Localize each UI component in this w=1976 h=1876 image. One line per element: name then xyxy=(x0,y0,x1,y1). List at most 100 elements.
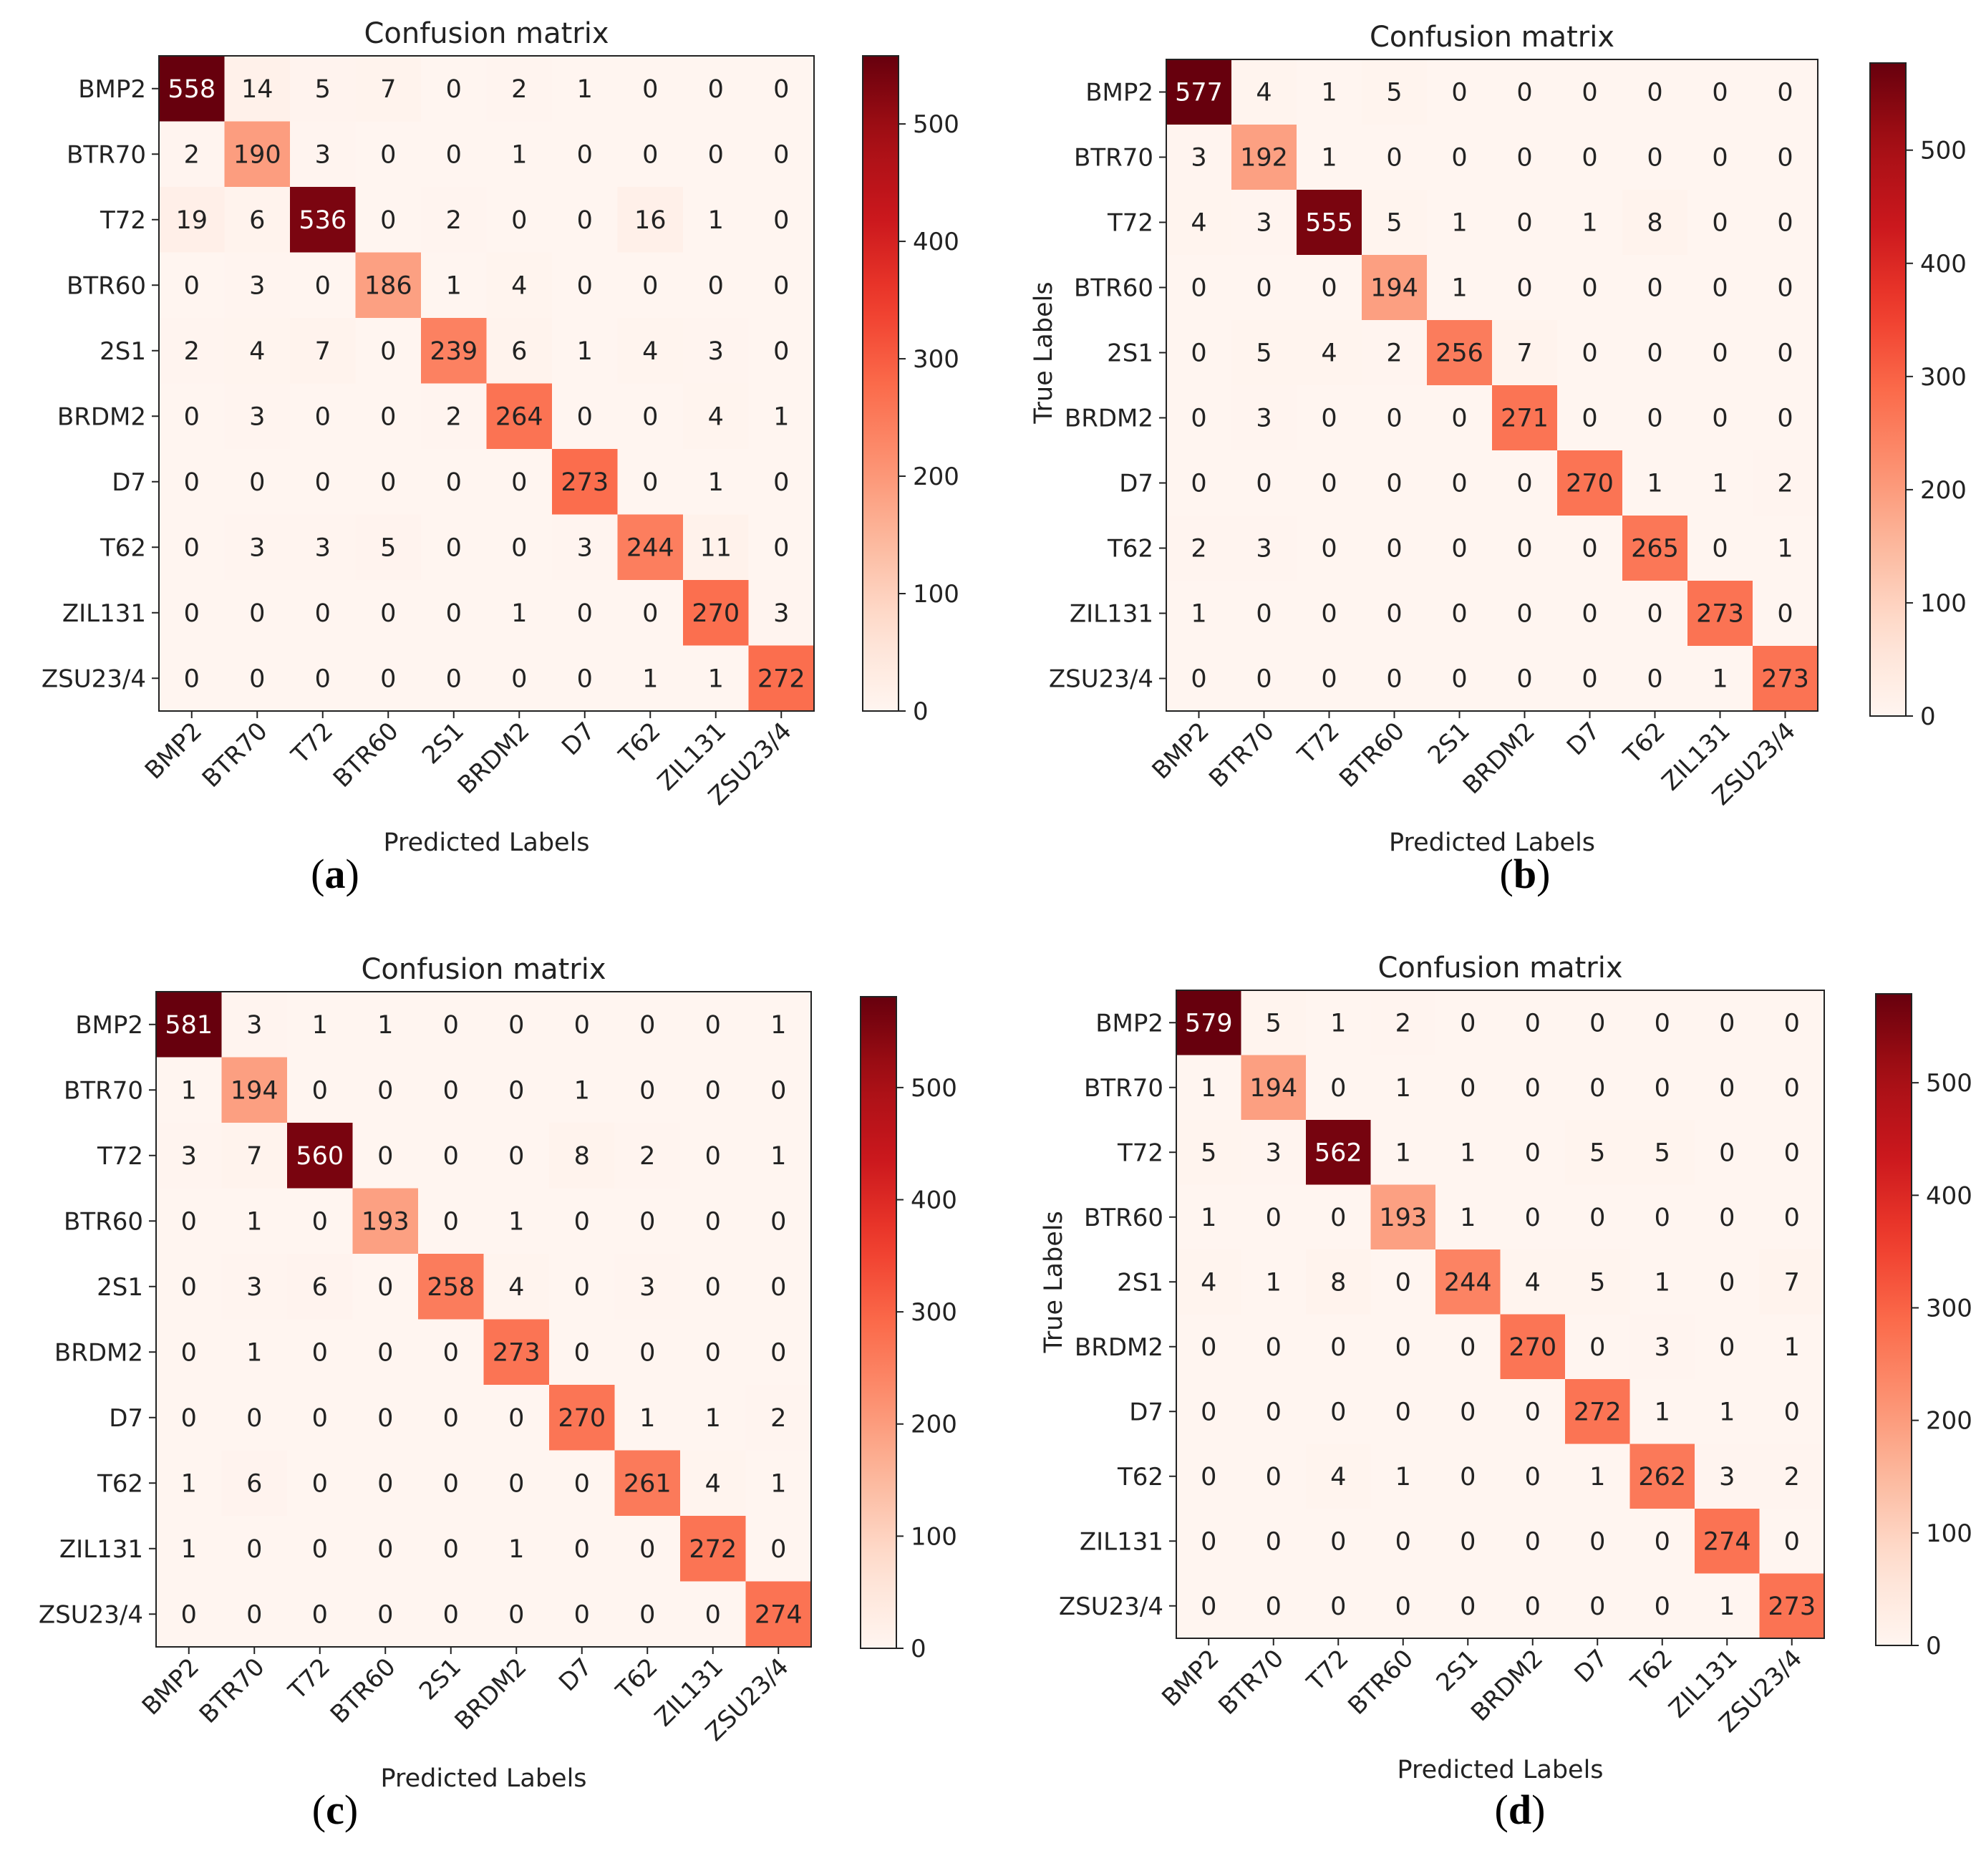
cell-value: 0 xyxy=(1784,1009,1800,1038)
heatmap-cell xyxy=(1231,59,1297,125)
cell-value: 186 xyxy=(364,271,412,300)
heatmap-cell xyxy=(483,1581,550,1648)
heatmap-cell xyxy=(748,187,815,253)
cell-value: 0 xyxy=(1712,79,1728,107)
cell-value: 5 xyxy=(315,75,331,104)
cell-value: 0 xyxy=(1451,405,1467,433)
heatmap-cell xyxy=(1297,385,1362,451)
cell-value: 7 xyxy=(1516,339,1532,368)
x-tick-label: BTR60 xyxy=(1342,1644,1419,1721)
cell-value: 0 xyxy=(574,1273,590,1302)
cell-value: 577 xyxy=(1175,79,1223,107)
heatmap-cell xyxy=(1629,1314,1695,1380)
cell-value: 8 xyxy=(574,1142,590,1171)
heatmap-cell xyxy=(1370,1444,1436,1509)
heatmap-cell xyxy=(1500,1444,1566,1509)
cell-value: 194 xyxy=(1249,1074,1297,1103)
heatmap-cell xyxy=(748,580,815,646)
cell-value: 0 xyxy=(639,1535,655,1564)
heatmap-cell xyxy=(352,1319,419,1386)
heatmap-cell xyxy=(683,318,749,384)
heatmap-cell xyxy=(224,645,291,712)
y-tick-label: 2S1 xyxy=(1117,1268,1163,1297)
heatmap-cell xyxy=(355,383,422,450)
heatmap-cell xyxy=(1231,450,1297,516)
cell-value: 0 xyxy=(1712,535,1728,564)
cell-value: 6 xyxy=(312,1273,328,1302)
cell-value: 0 xyxy=(1460,1074,1476,1103)
heatmap-cell xyxy=(287,1450,353,1517)
heatmap-cell xyxy=(355,514,422,581)
cell-value: 4 xyxy=(642,337,658,366)
x-tick-label: BTR60 xyxy=(325,1653,402,1729)
heatmap-cell xyxy=(614,992,681,1058)
heatmap-cell xyxy=(486,318,553,384)
cell-value: 0 xyxy=(1712,209,1728,238)
cell-value: 0 xyxy=(1395,1268,1411,1297)
heatmap-cell xyxy=(1231,125,1297,190)
cell-value: 1 xyxy=(1777,535,1793,564)
cell-value: 8 xyxy=(1330,1268,1346,1297)
cell-value: 2 xyxy=(1191,535,1206,564)
heatmap-cell xyxy=(1427,516,1493,581)
y-tick-label: BTR60 xyxy=(1084,1204,1163,1232)
cell-value: 0 xyxy=(312,1076,328,1105)
heatmap-cell xyxy=(287,1516,353,1582)
heatmap-cell xyxy=(1500,1120,1566,1185)
x-axis-label: Predicted Labels xyxy=(1389,828,1595,857)
cell-value: 0 xyxy=(249,599,265,628)
cell-value: 1 xyxy=(1712,665,1728,694)
cell-value: 1 xyxy=(1395,1074,1411,1103)
cell-value: 0 xyxy=(1330,1592,1346,1621)
heatmap-cell xyxy=(1362,450,1428,516)
y-tick-label: ZSU23/4 xyxy=(1049,665,1153,694)
heatmap-cell xyxy=(549,1254,615,1320)
cell-value: 0 xyxy=(1525,1074,1541,1103)
y-tick-label: ZSU23/4 xyxy=(42,664,146,693)
cell-value: 270 xyxy=(692,599,740,628)
heatmap-cell xyxy=(224,318,291,384)
cell-value: 536 xyxy=(299,206,347,235)
heatmap-cell xyxy=(421,121,487,188)
heatmap-cell xyxy=(1435,1314,1501,1380)
x-tick-label: BTR70 xyxy=(1203,717,1280,793)
cell-value: 0 xyxy=(1655,1009,1670,1038)
cell-value: 0 xyxy=(315,599,331,628)
cell-value: 0 xyxy=(1582,535,1597,564)
chart-title: Confusion matrix xyxy=(1370,21,1614,54)
heatmap-cell xyxy=(224,252,291,319)
cell-value: 261 xyxy=(624,1469,672,1498)
heatmap-cell xyxy=(1687,125,1753,190)
heatmap-cell xyxy=(1176,1314,1241,1380)
cell-value: 0 xyxy=(770,1535,786,1564)
heatmap-cell xyxy=(1500,1249,1566,1315)
heatmap-cell xyxy=(680,1450,746,1517)
cell-value: 244 xyxy=(626,533,674,562)
cell-value: 0 xyxy=(1516,665,1532,694)
cell-value: 1 xyxy=(770,1142,786,1171)
cell-value: 0 xyxy=(443,1404,459,1433)
cell-value: 0 xyxy=(1395,1527,1411,1556)
cell-value: 0 xyxy=(181,1273,197,1302)
cell-value: 0 xyxy=(1647,405,1662,433)
x-axis-label: Predicted Labels xyxy=(380,1764,586,1793)
x-tick-label: BRDM2 xyxy=(1466,1644,1549,1727)
heatmap-cell xyxy=(287,1057,353,1123)
x-tick-label: T62 xyxy=(613,717,666,770)
cell-value: 0 xyxy=(511,468,527,497)
heatmap-cell xyxy=(221,1123,288,1189)
panel-b: Confusion matrix 577 4 1 5 0 0 0 0 0 0 3 192 1 0 0 0 0 0 0 0… xyxy=(988,0,1976,938)
cell-value: 1 xyxy=(1719,1398,1735,1426)
heatmap-cell xyxy=(1695,1573,1760,1639)
y-tick-label: ZIL131 xyxy=(1080,1527,1163,1556)
cell-value: 0 xyxy=(184,533,200,562)
cell-value: 0 xyxy=(1777,79,1793,107)
heatmap-cell xyxy=(486,580,553,646)
heatmap-cell xyxy=(1166,190,1232,256)
cell-value: 273 xyxy=(1696,600,1744,629)
heatmap-cell xyxy=(1622,646,1688,712)
cell-value: 0 xyxy=(380,206,396,235)
cell-value: 5 xyxy=(1266,1009,1282,1038)
heatmap-cell xyxy=(552,449,618,515)
colorbar-tick-label: 400 xyxy=(1920,250,1967,279)
